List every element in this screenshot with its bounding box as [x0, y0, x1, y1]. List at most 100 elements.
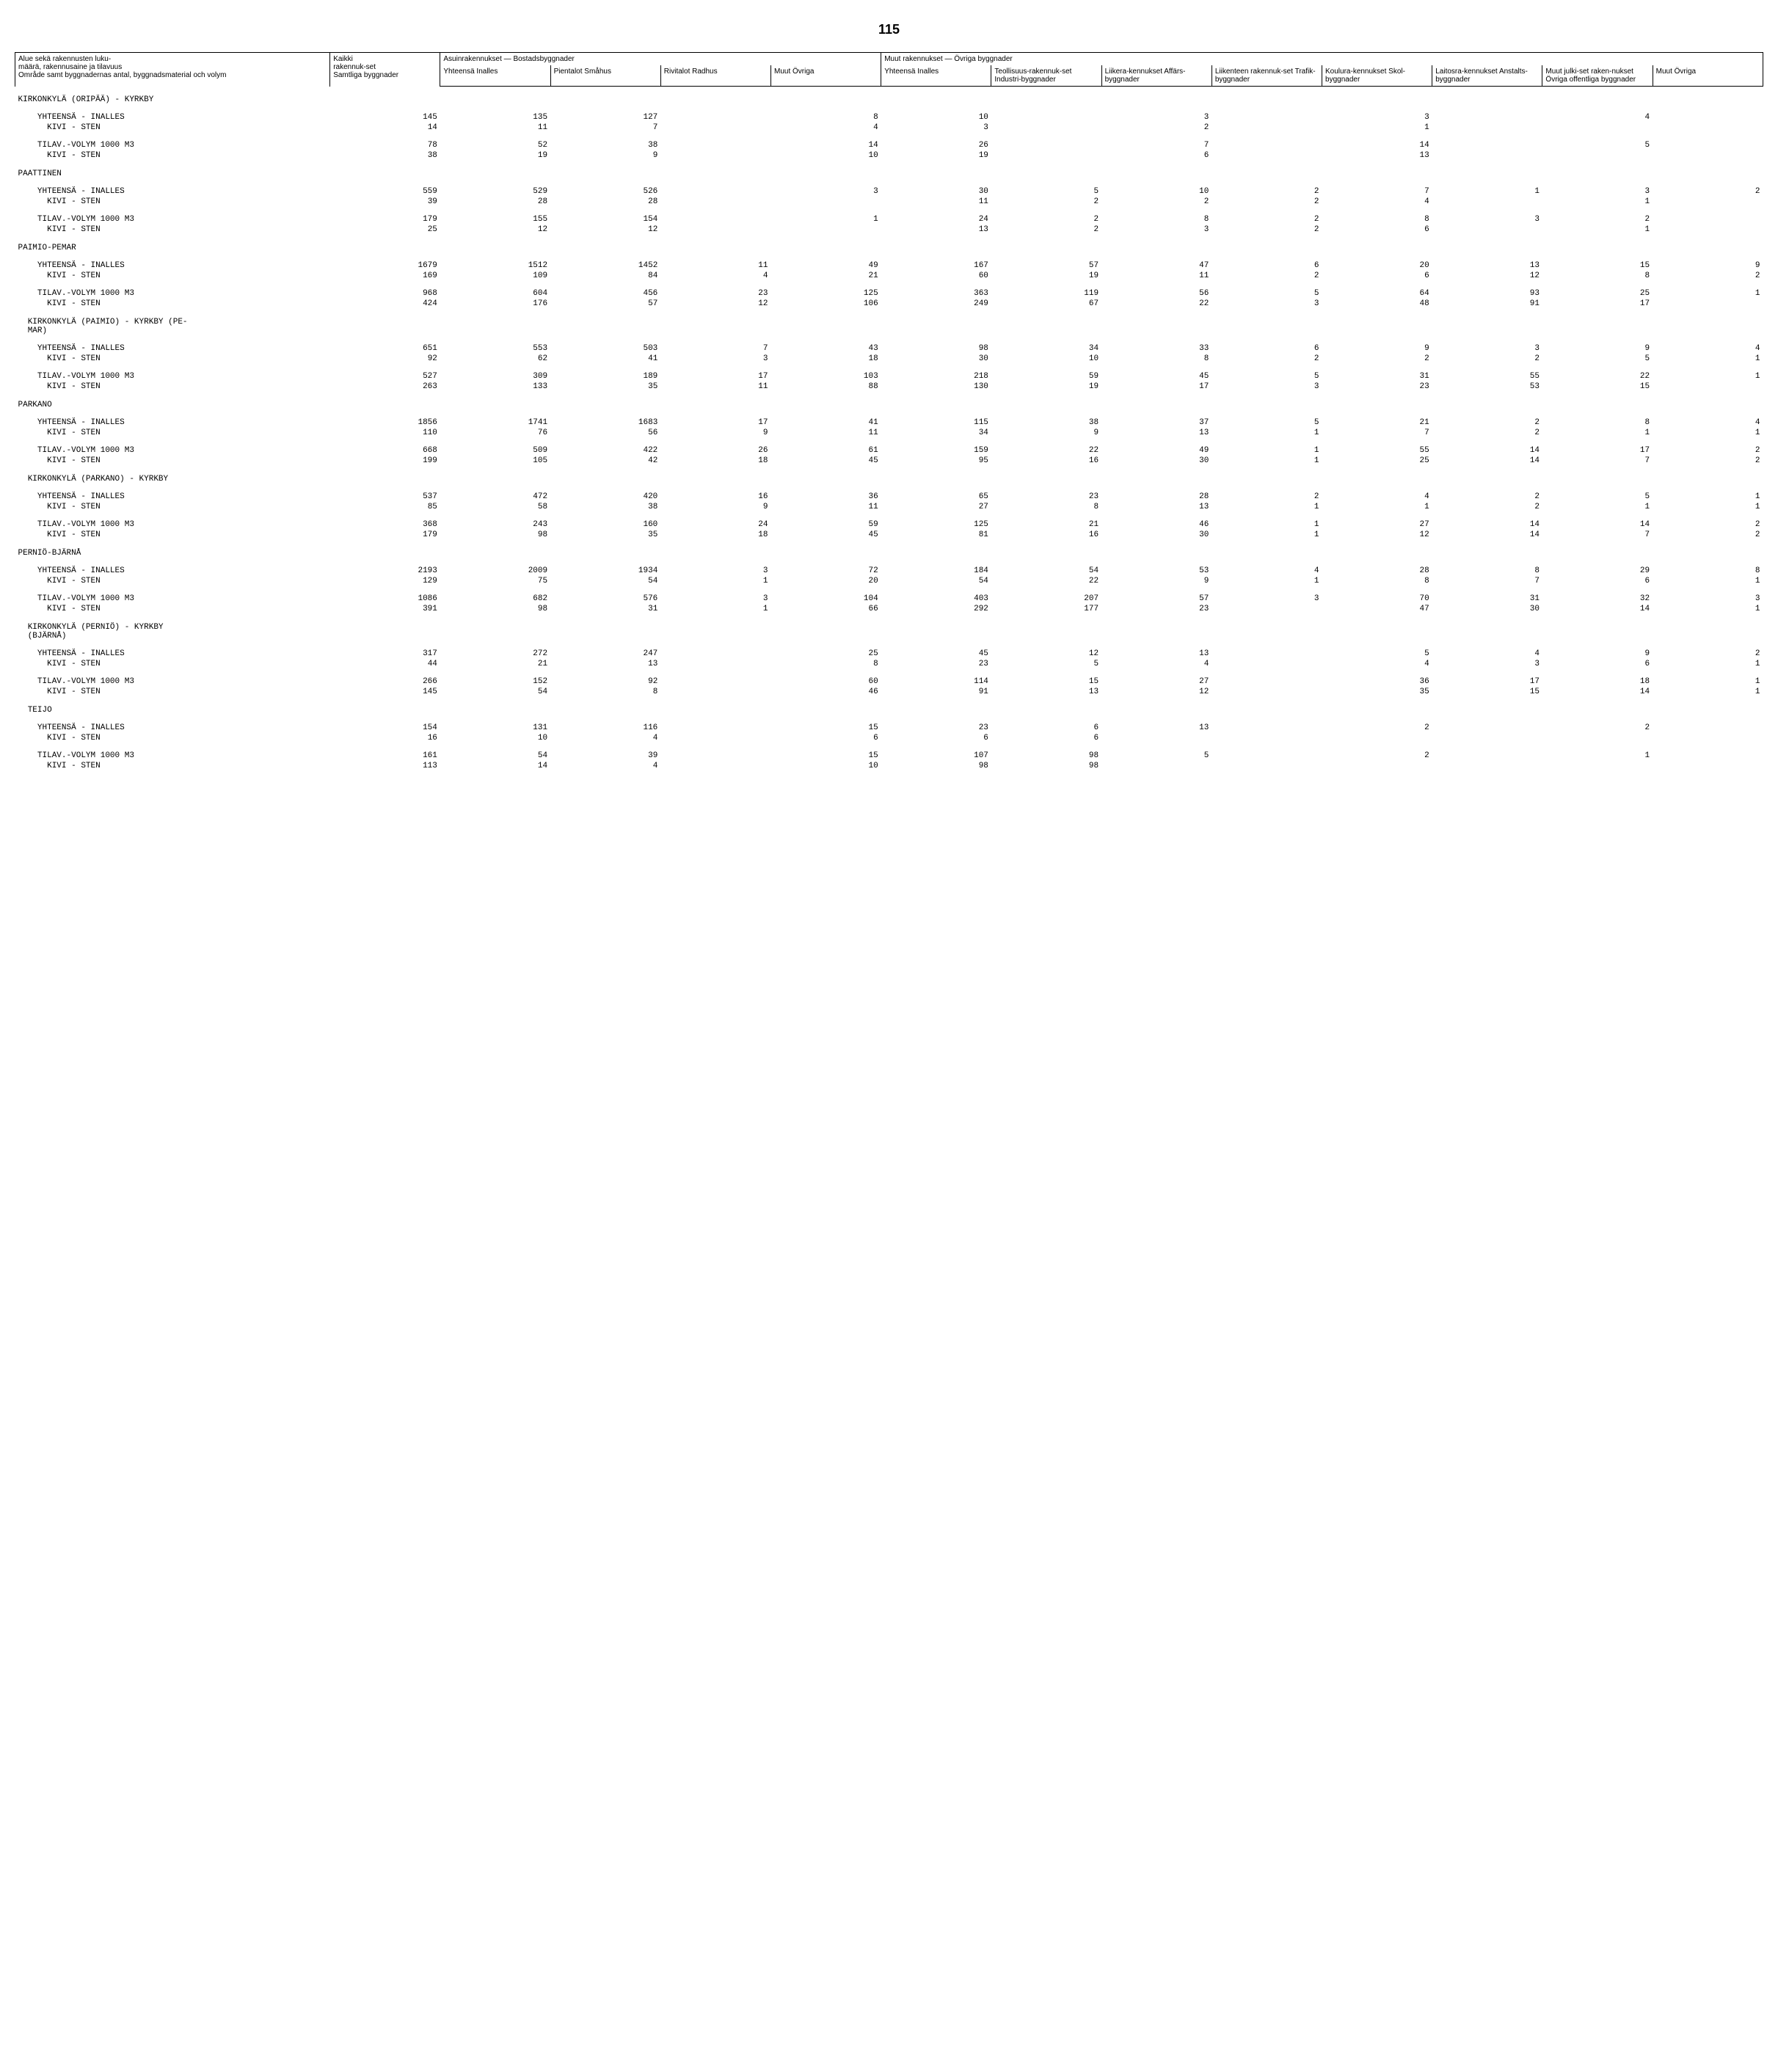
- table-row: TILAV.-VOLYM 1000 M378523814267145: [15, 140, 1763, 150]
- row-label: KIVI - STEN: [15, 428, 330, 438]
- data-cell: [1432, 751, 1542, 761]
- table-row: KIVI - STEN141174321: [15, 123, 1763, 133]
- data-cell: [660, 150, 770, 161]
- data-cell: 8: [1101, 354, 1212, 364]
- header-pientalot: Pientalot Småhus: [550, 65, 660, 87]
- data-cell: [991, 140, 1101, 150]
- data-cell: 1: [771, 214, 881, 225]
- data-cell: 33: [1101, 343, 1212, 354]
- data-cell: 28: [440, 197, 550, 207]
- section-title: KIRKONKYLÄ (PERNIÖ) - KYRKBY (BJÄRNÅ): [15, 614, 1763, 641]
- data-cell: 9: [1542, 343, 1653, 354]
- table-row: KIVI - STEN11076569113491317211: [15, 428, 1763, 438]
- data-cell: 6: [881, 733, 991, 743]
- data-cell: 145: [330, 687, 440, 697]
- row-label: KIVI - STEN: [15, 761, 330, 771]
- data-cell: 59: [771, 519, 881, 530]
- data-cell: 20: [771, 576, 881, 586]
- data-cell: [1432, 733, 1542, 743]
- data-cell: 62: [440, 354, 550, 364]
- data-cell: 179: [330, 214, 440, 225]
- data-cell: 1: [1653, 687, 1763, 697]
- data-cell: 30: [1101, 530, 1212, 540]
- data-cell: [771, 225, 881, 235]
- data-cell: 2: [1322, 751, 1432, 761]
- data-cell: [1653, 214, 1763, 225]
- data-cell: 1: [1212, 530, 1322, 540]
- data-cell: 10: [1101, 186, 1212, 197]
- data-cell: 14: [1432, 530, 1542, 540]
- section-title: PAIMIO-PEMAR: [15, 235, 1763, 253]
- data-cell: 154: [550, 214, 660, 225]
- data-cell: [1212, 649, 1322, 659]
- data-cell: 36: [771, 492, 881, 502]
- row-label: YHTEENSÄ - INALLES: [15, 492, 330, 502]
- data-cell: 2: [1212, 186, 1322, 197]
- data-cell: 56: [1101, 288, 1212, 299]
- data-cell: 4: [1653, 343, 1763, 354]
- data-cell: 8: [771, 112, 881, 123]
- data-cell: 179: [330, 530, 440, 540]
- data-cell: 115: [881, 417, 991, 428]
- data-cell: 13: [1322, 150, 1432, 161]
- data-cell: 11: [881, 197, 991, 207]
- data-cell: 2: [1212, 354, 1322, 364]
- data-cell: 7: [1542, 456, 1653, 466]
- row-label: TILAV.-VOLYM 1000 M3: [15, 214, 330, 225]
- data-cell: 25: [1542, 288, 1653, 299]
- data-cell: 42: [550, 456, 660, 466]
- data-cell: 2: [1653, 445, 1763, 456]
- row-label: TILAV.-VOLYM 1000 M3: [15, 519, 330, 530]
- data-cell: 529: [440, 186, 550, 197]
- table-row: YHTEENSÄ - INALLES317272247254512135492: [15, 649, 1763, 659]
- data-cell: [1653, 140, 1763, 150]
- data-cell: 70: [1322, 594, 1432, 604]
- data-cell: 2: [1542, 723, 1653, 733]
- data-cell: 18: [1542, 676, 1653, 687]
- table-row: TILAV.-VOLYM 1000 M310866825763104403207…: [15, 594, 1763, 604]
- data-cell: 1856: [330, 417, 440, 428]
- data-cell: 78: [330, 140, 440, 150]
- data-cell: 13: [1432, 260, 1542, 271]
- section-title: TEIJO: [15, 697, 1763, 715]
- row-label: TILAV.-VOLYM 1000 M3: [15, 140, 330, 150]
- data-cell: 72: [771, 566, 881, 576]
- data-cell: 19: [991, 382, 1101, 392]
- data-cell: 5: [1542, 492, 1653, 502]
- data-cell: 24: [660, 519, 770, 530]
- header-yhteensa-2: Yhteensä Inalles: [881, 65, 991, 87]
- data-cell: 46: [771, 687, 881, 697]
- data-cell: 84: [550, 271, 660, 281]
- data-cell: 25: [1322, 456, 1432, 466]
- data-cell: 107: [881, 751, 991, 761]
- data-cell: [660, 123, 770, 133]
- data-cell: 3: [1101, 225, 1212, 235]
- data-cell: 8: [991, 502, 1101, 512]
- data-cell: 21: [1322, 417, 1432, 428]
- table-row: YHTEENSÄ - INALLES2193200919343721845453…: [15, 566, 1763, 576]
- data-cell: [1322, 761, 1432, 771]
- data-cell: [1212, 123, 1322, 133]
- data-cell: 1: [1653, 492, 1763, 502]
- data-cell: 16: [330, 733, 440, 743]
- data-cell: 2: [1653, 519, 1763, 530]
- data-cell: 5: [1322, 649, 1432, 659]
- data-cell: 12: [440, 225, 550, 235]
- data-cell: 553: [440, 343, 550, 354]
- data-cell: 15: [1542, 382, 1653, 392]
- data-cell: 7: [1542, 530, 1653, 540]
- data-cell: 1: [1542, 751, 1653, 761]
- data-cell: 2: [1432, 354, 1542, 364]
- data-cell: [1212, 761, 1322, 771]
- data-cell: 11: [771, 428, 881, 438]
- data-cell: [660, 649, 770, 659]
- data-cell: 19: [991, 271, 1101, 281]
- data-cell: 207: [991, 594, 1101, 604]
- data-cell: 98: [881, 761, 991, 771]
- data-cell: 52: [440, 140, 550, 150]
- data-cell: 6: [771, 733, 881, 743]
- data-cell: 6: [1101, 150, 1212, 161]
- data-cell: 4: [1101, 659, 1212, 669]
- data-cell: 559: [330, 186, 440, 197]
- data-cell: [991, 112, 1101, 123]
